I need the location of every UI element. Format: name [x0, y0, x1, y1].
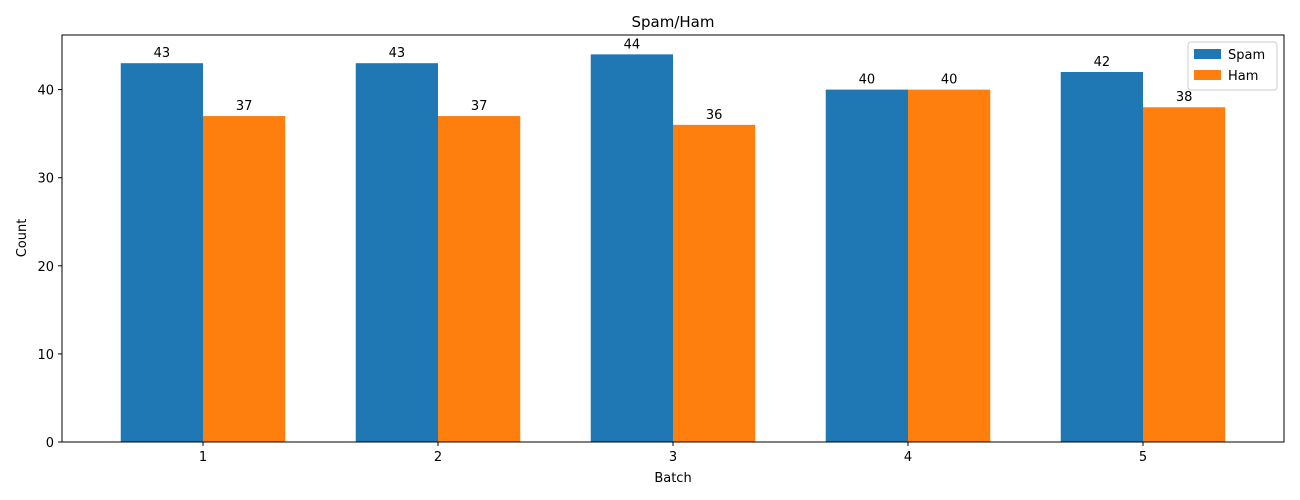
bar-ham-3 [673, 124, 756, 442]
bars-group [120, 54, 1226, 443]
legend-swatch-spam [1194, 49, 1221, 59]
bar-spam-4 [825, 89, 908, 442]
legend-label-spam: Spam [1228, 48, 1265, 63]
x-axis: 1 2 3 4 5 [199, 442, 1147, 465]
bar-label-ham-5: 38 [1176, 90, 1193, 105]
bar-label-spam-3: 44 [624, 37, 641, 52]
x-tick-label: 4 [904, 450, 912, 465]
bar-label-spam-5: 42 [1094, 55, 1111, 70]
legend-label-ham: Ham [1228, 69, 1258, 84]
bar-label-ham-4: 40 [941, 73, 958, 88]
y-axis-label: Count [15, 219, 30, 258]
bar-spam-3 [590, 54, 673, 442]
bar-spam-1 [120, 63, 203, 442]
bar-ham-2 [438, 116, 521, 443]
x-tick-label: 3 [669, 450, 677, 465]
bar-ham-5 [1143, 107, 1226, 442]
bar-label-spam-2: 43 [389, 46, 406, 61]
bar-label-ham-3: 36 [706, 108, 723, 123]
legend-swatch-ham [1194, 70, 1221, 80]
y-tick-label: 10 [37, 348, 54, 363]
bar-label-spam-4: 40 [859, 73, 876, 88]
x-axis-label: Batch [654, 471, 691, 486]
x-tick-label: 2 [434, 450, 442, 465]
y-tick-label: 30 [37, 172, 54, 187]
y-tick-label: 40 [37, 84, 54, 99]
bar-label-ham-1: 37 [236, 99, 253, 114]
x-tick-label: 1 [199, 450, 207, 465]
legend: Spam Ham [1187, 41, 1278, 91]
y-tick-label: 20 [37, 260, 54, 275]
bar-spam-2 [355, 63, 438, 442]
bar-ham-4 [908, 89, 991, 442]
bar-labels-group: 43 43 44 40 42 37 37 36 40 38 [154, 37, 1193, 122]
bar-label-spam-1: 43 [154, 46, 171, 61]
y-axis: 0 10 20 30 40 [37, 84, 62, 451]
y-tick-label: 0 [46, 436, 54, 451]
bar-ham-1 [203, 116, 286, 443]
bar-spam-5 [1060, 72, 1143, 442]
bar-label-ham-2: 37 [471, 99, 488, 114]
x-tick-label: 5 [1139, 450, 1147, 465]
plot-frame [61, 34, 1285, 443]
chart-title: Spam/Ham [632, 13, 715, 31]
